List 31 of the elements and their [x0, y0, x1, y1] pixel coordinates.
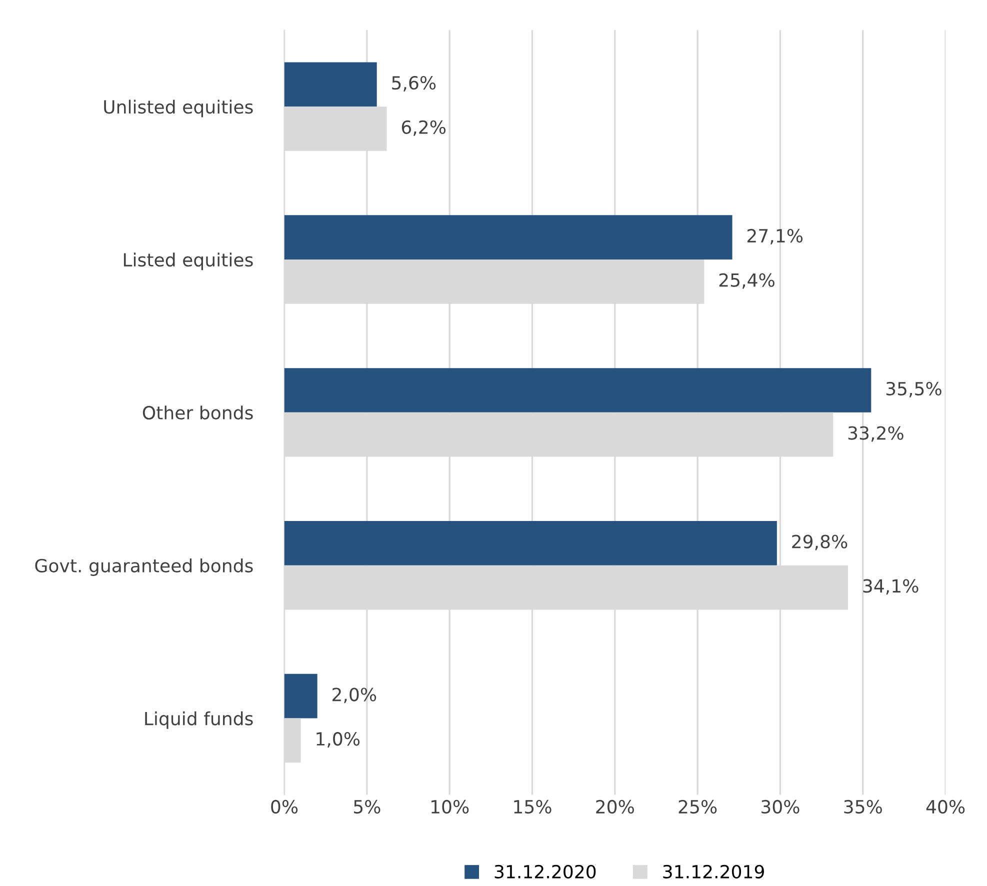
- bar: [284, 368, 872, 412]
- data-label: 33,2%: [848, 426, 904, 442]
- bar: [284, 62, 377, 107]
- data-label: 25,4%: [719, 273, 774, 289]
- y-tick-label: Other bonds: [142, 406, 253, 420]
- data-label: 5,6%: [392, 76, 436, 92]
- data-label: 1,0%: [316, 732, 360, 748]
- data-label: 34,1%: [863, 579, 918, 595]
- y-tick-label: Govt. guaranteed bonds: [35, 558, 253, 576]
- y-tick-label: Liquid funds: [145, 711, 253, 729]
- legend-label: 31.12.2019: [663, 864, 764, 878]
- x-tick-label: 5%: [354, 800, 380, 814]
- data-label: 29,8%: [792, 534, 848, 550]
- y-tick-label: Unlisted equities: [104, 100, 253, 118]
- data-label: 35,5%: [886, 382, 942, 398]
- x-tick-label: 15%: [514, 800, 552, 814]
- bar: [284, 215, 732, 260]
- x-tick-label: 20%: [596, 800, 634, 814]
- bar: [284, 674, 318, 718]
- legend-label: 31.12.2020: [494, 864, 596, 878]
- data-label: 2,0%: [332, 688, 376, 704]
- x-tick-label: 10%: [431, 800, 469, 814]
- x-tick-label: 40%: [926, 800, 965, 814]
- x-tick-label: 30%: [762, 800, 800, 814]
- data-label: 6,2%: [402, 120, 446, 136]
- bar: [284, 521, 777, 566]
- data-label: 27,1%: [747, 228, 803, 244]
- x-tick-label: 25%: [678, 800, 717, 814]
- x-tick-label: 35%: [844, 800, 882, 814]
- x-tick-label: 0%: [271, 800, 298, 814]
- y-tick-label: Listed equities: [124, 252, 253, 270]
